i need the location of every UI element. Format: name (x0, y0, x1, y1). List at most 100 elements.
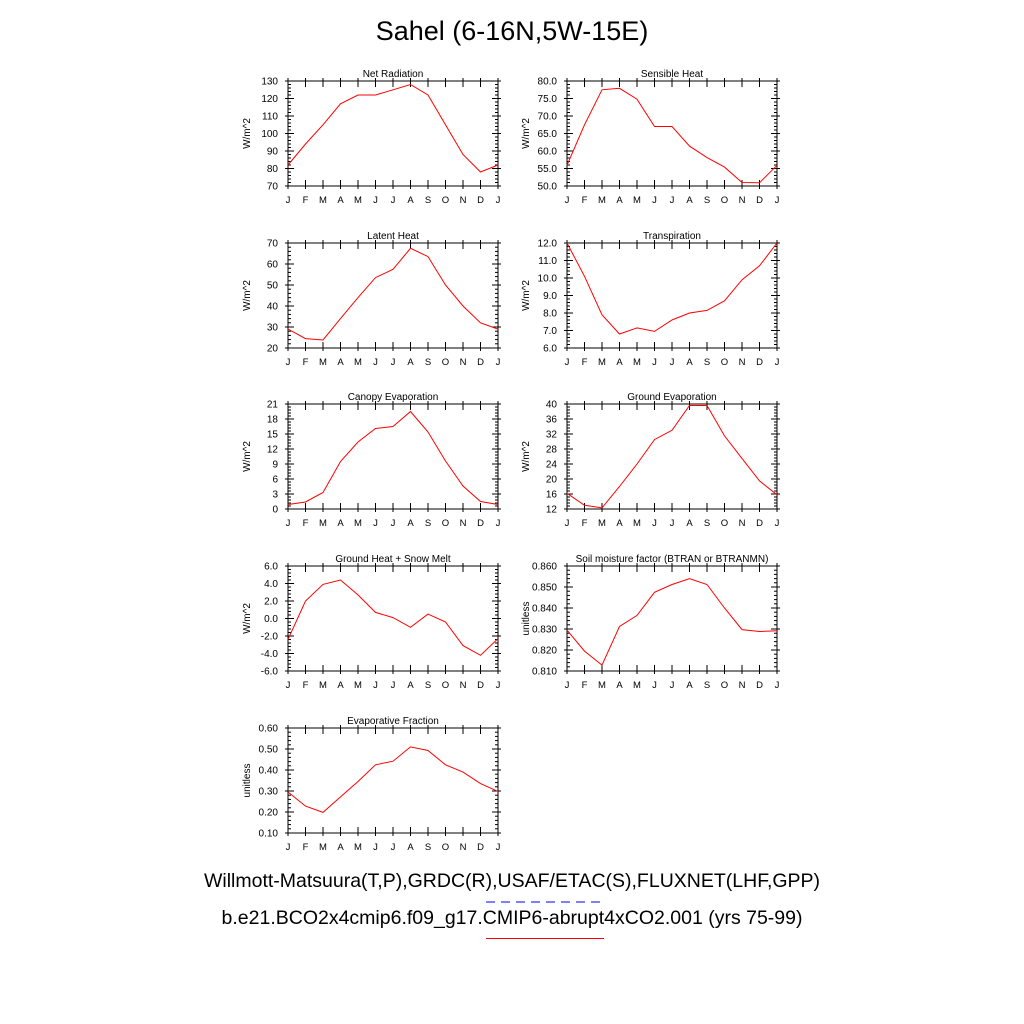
x-tick-label: A (407, 680, 414, 691)
y-tick-label: 0.60 (259, 724, 279, 735)
x-tick-label: J (496, 842, 501, 853)
x-tick-label: J (775, 195, 780, 206)
x-tick-label: M (319, 680, 327, 691)
x-tick-label: A (616, 518, 623, 529)
x-tick-label: A (686, 357, 693, 368)
y-tick-label: 21 (267, 400, 279, 411)
x-tick-label: A (616, 680, 623, 691)
x-tick-label: S (425, 357, 431, 368)
x-tick-label: N (460, 195, 467, 206)
x-tick-label: O (721, 680, 728, 691)
x-tick-label: J (391, 842, 396, 853)
x-tick-label: D (756, 680, 763, 691)
x-tick-label: J (373, 680, 378, 691)
x-tick-label: N (460, 518, 467, 529)
x-tick-label: J (496, 195, 501, 206)
y-tick-label: 110 (262, 112, 278, 123)
figure-title: Sahel (6-16N,5W-15E) (375, 16, 649, 46)
x-tick-label: J (670, 195, 675, 206)
x-tick-label: J (670, 518, 675, 529)
series-line (287, 410, 499, 505)
x-tick-label: F (303, 357, 309, 368)
y-axis-label: unitless (521, 602, 532, 636)
x-tick-label: J (565, 518, 570, 529)
x-tick-label: S (704, 518, 710, 529)
x-tick-label: J (286, 680, 291, 691)
y-tick-label: 6.0 (543, 344, 557, 355)
plot-frame (287, 80, 499, 187)
y-tick-label: 6.0 (264, 562, 278, 573)
y-tick-label: 0.820 (532, 646, 557, 657)
y-tick-label: 7.0 (543, 326, 557, 337)
y-tick-label: 120 (261, 94, 278, 105)
y-tick-label: 70 (267, 239, 279, 250)
x-tick-label: J (652, 518, 657, 529)
x-tick-label: D (477, 357, 484, 368)
x-tick-label: J (391, 518, 396, 529)
x-tick-label: O (442, 680, 449, 691)
x-tick-label: A (686, 195, 693, 206)
y-tick-label: 28 (546, 445, 558, 456)
x-tick-label: N (739, 680, 746, 691)
y-tick-label: 60 (267, 260, 279, 271)
x-tick-label: J (391, 195, 396, 206)
y-tick-label: 10.0 (538, 274, 558, 285)
x-tick-label: A (337, 518, 344, 529)
y-tick-label: 18 (267, 415, 279, 426)
plot-frame (566, 403, 778, 510)
series-line (566, 87, 778, 184)
x-tick-label: D (477, 680, 484, 691)
y-tick-label: 0.40 (259, 766, 279, 777)
y-tick-label: 2.0 (264, 597, 278, 608)
y-tick-label: 75.0 (538, 94, 558, 105)
y-tick-label: 100 (261, 129, 278, 140)
y-tick-label: 130 (261, 77, 278, 88)
x-tick-label: J (565, 357, 570, 368)
x-tick-label: D (477, 195, 484, 206)
plot-frame (566, 242, 778, 349)
panel-title: Transpiration (643, 231, 701, 242)
y-tick-label: 8.0 (543, 309, 557, 320)
x-tick-label: M (354, 195, 362, 206)
x-tick-label: M (354, 518, 362, 529)
x-tick-label: J (565, 195, 570, 206)
x-tick-label: J (496, 518, 501, 529)
y-tick-label: -4.0 (261, 649, 279, 660)
x-tick-label: M (319, 842, 327, 853)
x-tick-label: F (303, 680, 309, 691)
series-line (287, 247, 499, 341)
y-tick-label: 90 (267, 147, 279, 158)
x-tick-label: A (337, 195, 344, 206)
x-tick-label: D (756, 357, 763, 368)
x-tick-label: M (354, 357, 362, 368)
y-tick-label: 30 (267, 323, 279, 334)
x-tick-label: A (407, 357, 414, 368)
x-tick-label: M (319, 357, 327, 368)
y-tick-label: 0.810 (532, 667, 557, 678)
y-tick-label: 80 (267, 164, 279, 175)
y-tick-label: 40 (546, 400, 558, 411)
x-tick-label: S (704, 195, 710, 206)
y-tick-label: 70.0 (538, 112, 558, 123)
x-tick-label: J (670, 680, 675, 691)
legend-entry-model-label: b.e21.BCO2x4cmip6.f09_g17.CMIP6-abrupt4x… (221, 907, 803, 929)
y-axis-label: W/m^2 (242, 441, 253, 472)
y-tick-label: 60.0 (538, 147, 558, 158)
x-tick-label: J (373, 842, 378, 853)
x-tick-label: J (373, 518, 378, 529)
x-tick-label: M (633, 680, 641, 691)
y-tick-label: 36 (546, 415, 558, 426)
y-axis-label: W/m^2 (521, 118, 532, 149)
x-tick-label: F (303, 518, 309, 529)
y-tick-label: 0.10 (259, 829, 279, 840)
x-tick-label: D (477, 518, 484, 529)
x-tick-label: A (337, 680, 344, 691)
x-tick-label: N (739, 357, 746, 368)
y-tick-label: 3 (272, 490, 278, 501)
x-tick-label: F (303, 195, 309, 206)
x-tick-label: J (775, 357, 780, 368)
